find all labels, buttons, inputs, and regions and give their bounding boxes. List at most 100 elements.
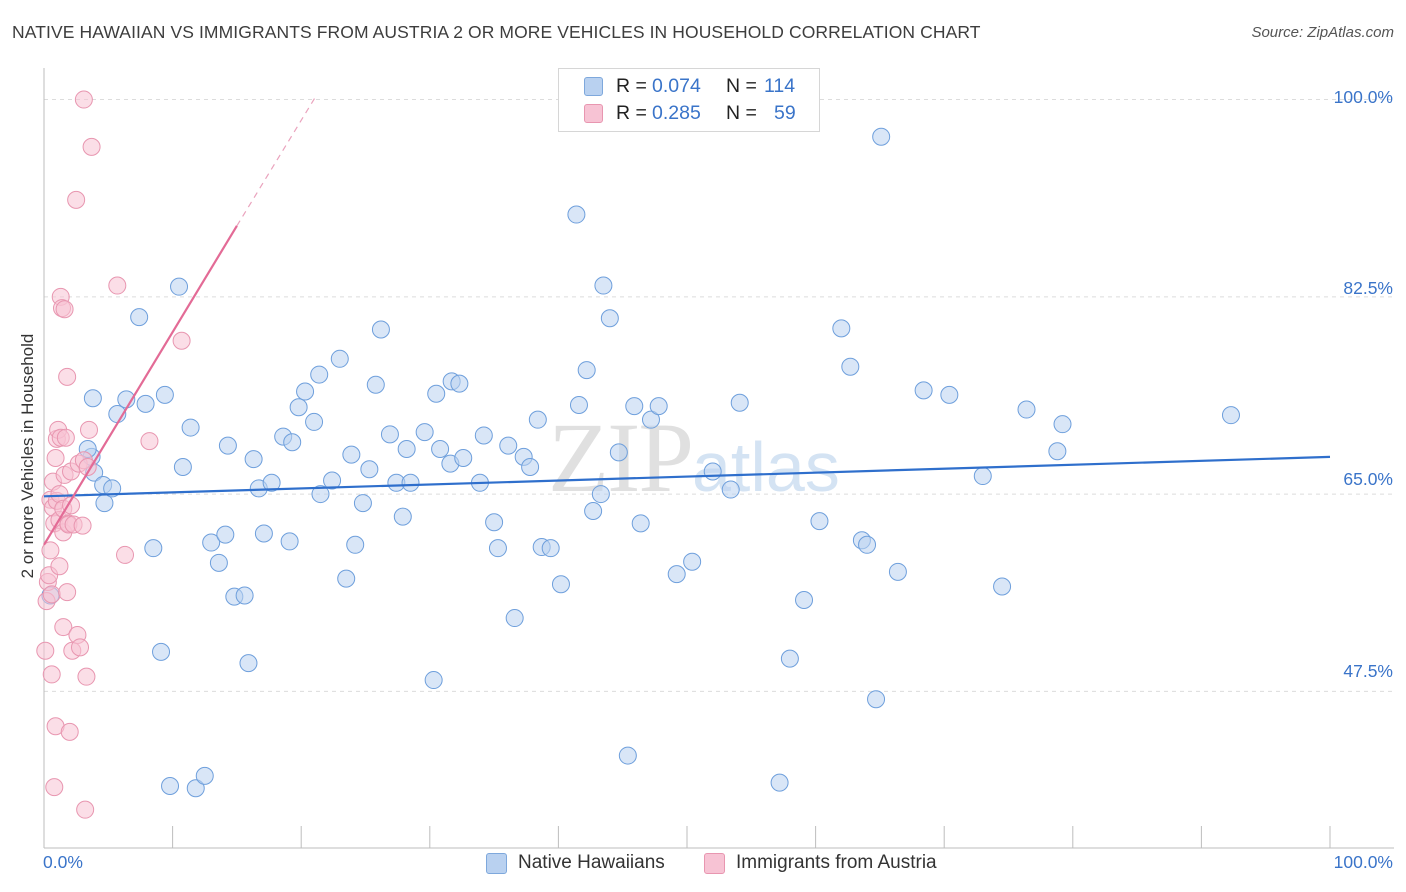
legend-swatch bbox=[486, 853, 507, 874]
data-point bbox=[631, 514, 650, 533]
series-immigrants-from-austria bbox=[36, 90, 191, 819]
data-point bbox=[310, 365, 329, 384]
data-point bbox=[940, 385, 959, 404]
data-point bbox=[591, 485, 610, 504]
data-point bbox=[42, 585, 61, 604]
data-point bbox=[82, 137, 101, 156]
data-point bbox=[541, 539, 560, 558]
data-point bbox=[721, 480, 740, 499]
data-point bbox=[342, 445, 361, 464]
data-point bbox=[641, 410, 660, 429]
trend-line-extension-immigrants-from-austria bbox=[236, 94, 318, 227]
data-point bbox=[172, 331, 191, 350]
data-point bbox=[42, 665, 61, 684]
data-point bbox=[780, 649, 799, 668]
data-point bbox=[600, 309, 619, 328]
trend-line-immigrants-from-austria bbox=[43, 225, 238, 546]
data-point bbox=[454, 449, 473, 467]
data-point bbox=[393, 507, 412, 526]
data-point bbox=[505, 609, 524, 628]
data-point bbox=[116, 545, 135, 564]
data-point bbox=[353, 494, 372, 513]
data-point bbox=[330, 349, 349, 368]
data-point bbox=[521, 458, 540, 477]
data-point bbox=[58, 367, 77, 386]
y-tick-label: 100.0% bbox=[1333, 87, 1393, 107]
y-tick-label: 47.5% bbox=[1343, 661, 1393, 681]
data-point bbox=[1221, 406, 1240, 425]
data-point bbox=[594, 276, 613, 295]
legend-swatch bbox=[584, 104, 603, 123]
n-value: 114 bbox=[764, 75, 796, 97]
data-point bbox=[499, 436, 518, 455]
data-point bbox=[76, 800, 95, 819]
axes bbox=[43, 68, 1394, 849]
data-point bbox=[888, 562, 907, 581]
data-point bbox=[144, 539, 163, 558]
legend-swatch bbox=[584, 77, 603, 96]
data-point bbox=[567, 205, 586, 224]
data-point bbox=[810, 512, 829, 531]
data-point bbox=[56, 428, 75, 447]
n-value: 59 bbox=[774, 102, 796, 124]
data-point bbox=[161, 777, 180, 796]
data-point bbox=[346, 535, 365, 554]
data-point bbox=[209, 553, 228, 572]
data-point bbox=[74, 90, 93, 109]
series-native-hawaiians bbox=[41, 127, 1240, 798]
data-point bbox=[136, 394, 155, 413]
data-point bbox=[424, 671, 443, 690]
r-label: R = bbox=[616, 102, 647, 124]
data-point bbox=[71, 638, 90, 657]
data-point bbox=[58, 583, 77, 602]
data-point bbox=[1053, 415, 1072, 434]
data-point bbox=[62, 496, 81, 515]
data-point bbox=[569, 396, 588, 415]
data-point bbox=[73, 516, 92, 535]
data-point bbox=[170, 277, 189, 296]
data-point bbox=[239, 654, 258, 673]
data-point bbox=[46, 449, 65, 467]
chart-title: NATIVE HAWAIIAN VS IMMIGRANTS FROM AUSTR… bbox=[12, 22, 981, 42]
data-point bbox=[103, 479, 122, 498]
data-point bbox=[45, 778, 64, 797]
data-point bbox=[867, 690, 886, 709]
data-point bbox=[618, 746, 637, 765]
n-label: N = bbox=[726, 75, 757, 97]
r-value: 0.285 bbox=[652, 102, 701, 124]
data-point bbox=[54, 618, 73, 637]
data-point bbox=[397, 439, 416, 458]
data-point bbox=[973, 467, 992, 486]
r-label: R = bbox=[616, 75, 647, 97]
data-point bbox=[730, 393, 749, 412]
data-point bbox=[427, 384, 446, 403]
y-axis-label: 2 or more Vehicles in Household bbox=[18, 333, 37, 579]
data-point bbox=[55, 300, 74, 319]
data-point bbox=[872, 127, 891, 146]
data-point bbox=[323, 471, 342, 490]
data-point bbox=[770, 773, 789, 792]
data-point bbox=[337, 569, 356, 588]
data-point bbox=[584, 501, 603, 520]
data-point bbox=[78, 458, 97, 477]
data-point bbox=[683, 552, 702, 571]
y-tick-label: 65.0% bbox=[1343, 469, 1393, 489]
data-point bbox=[1048, 442, 1067, 461]
data-point bbox=[311, 485, 330, 504]
data-point bbox=[155, 385, 174, 404]
data-point bbox=[431, 439, 450, 458]
data-point bbox=[181, 418, 200, 437]
data-point bbox=[366, 375, 385, 394]
n-label: N = bbox=[726, 102, 757, 124]
data-point bbox=[283, 433, 302, 452]
data-point bbox=[360, 460, 379, 479]
data-point bbox=[80, 420, 99, 439]
data-point bbox=[415, 423, 434, 442]
data-point bbox=[649, 397, 668, 416]
source-credit: Source: ZipAtlas.com bbox=[1251, 24, 1394, 41]
data-point bbox=[609, 443, 628, 462]
data-point bbox=[60, 722, 79, 741]
data-point bbox=[50, 557, 69, 576]
data-point bbox=[262, 473, 281, 492]
data-point bbox=[195, 766, 214, 785]
